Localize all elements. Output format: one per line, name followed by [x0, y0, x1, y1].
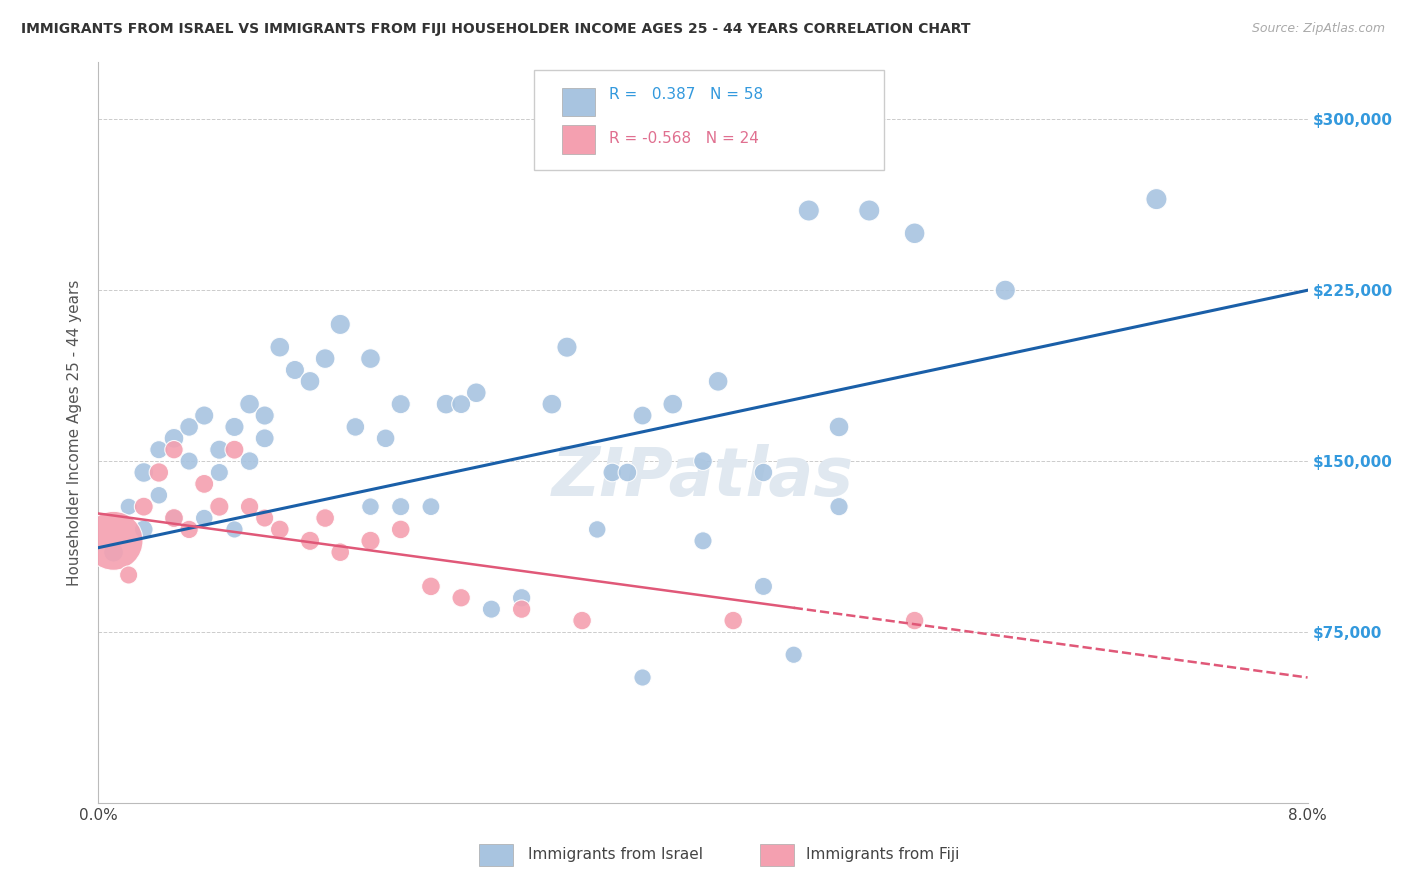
Text: ZIPatlas: ZIPatlas	[553, 444, 853, 510]
Point	[224, 523, 246, 537]
Point	[389, 500, 412, 514]
Text: IMMIGRANTS FROM ISRAEL VS IMMIGRANTS FROM FIJI HOUSEHOLDER INCOME AGES 25 - 44 Y: IMMIGRANTS FROM ISRAEL VS IMMIGRANTS FRO…	[21, 22, 970, 37]
Point	[239, 454, 262, 468]
Text: R = -0.568   N = 24: R = -0.568 N = 24	[609, 131, 759, 146]
Point	[118, 568, 141, 582]
Point	[163, 511, 186, 525]
Point	[389, 523, 412, 537]
FancyBboxPatch shape	[561, 126, 595, 153]
Point	[631, 671, 654, 685]
Point	[299, 375, 322, 389]
Point	[752, 466, 775, 480]
Text: Immigrants from Israel: Immigrants from Israel	[527, 847, 703, 863]
Point	[783, 648, 806, 662]
Point	[208, 442, 231, 457]
Point	[132, 500, 155, 514]
Point	[253, 431, 276, 445]
Point	[163, 511, 186, 525]
Point	[179, 420, 201, 434]
Text: R =   0.387   N = 58: R = 0.387 N = 58	[609, 87, 763, 102]
Point	[723, 614, 745, 628]
Point	[707, 375, 730, 389]
Point	[239, 500, 262, 514]
Point	[179, 454, 201, 468]
Point	[208, 466, 231, 480]
Y-axis label: Householder Income Ages 25 - 44 years: Householder Income Ages 25 - 44 years	[67, 279, 83, 586]
Point	[148, 442, 170, 457]
Point	[329, 545, 352, 559]
Point	[148, 488, 170, 502]
Point	[163, 431, 186, 445]
Point	[360, 500, 382, 514]
Point	[132, 466, 155, 480]
Point	[253, 511, 276, 525]
Point	[389, 397, 412, 411]
Point	[904, 614, 927, 628]
Text: Immigrants from Fiji: Immigrants from Fiji	[806, 847, 959, 863]
Point	[299, 533, 322, 548]
Point	[661, 397, 683, 411]
Point	[540, 397, 562, 411]
Text: Source: ZipAtlas.com: Source: ZipAtlas.com	[1251, 22, 1385, 36]
Point	[571, 614, 593, 628]
Point	[692, 533, 714, 548]
Point	[420, 500, 443, 514]
Point	[510, 591, 533, 605]
FancyBboxPatch shape	[479, 844, 513, 866]
Point	[450, 591, 472, 605]
Point	[284, 363, 307, 377]
Point	[994, 283, 1017, 297]
Point	[586, 523, 609, 537]
Point	[239, 397, 262, 411]
Point	[148, 466, 170, 480]
Point	[118, 500, 141, 514]
Point	[224, 420, 246, 434]
Point	[253, 409, 276, 423]
Point	[828, 500, 851, 514]
Point	[314, 351, 336, 366]
Point	[132, 523, 155, 537]
Point	[481, 602, 503, 616]
Point	[329, 318, 352, 332]
Point	[420, 579, 443, 593]
Point	[163, 442, 186, 457]
Point	[224, 442, 246, 457]
Point	[179, 523, 201, 537]
FancyBboxPatch shape	[534, 70, 884, 169]
Point	[858, 203, 880, 218]
Point	[602, 466, 624, 480]
FancyBboxPatch shape	[759, 844, 794, 866]
Point	[828, 420, 851, 434]
Point	[616, 466, 638, 480]
Point	[631, 409, 654, 423]
Point	[692, 454, 714, 468]
Point	[193, 476, 215, 491]
Point	[374, 431, 396, 445]
Point	[314, 511, 336, 525]
Point	[752, 579, 775, 593]
Point	[434, 397, 457, 411]
Point	[193, 511, 215, 525]
Point	[360, 351, 382, 366]
Point	[555, 340, 578, 354]
Point	[193, 409, 215, 423]
Point	[344, 420, 367, 434]
Point	[465, 385, 488, 400]
Point	[1146, 192, 1168, 206]
Point	[450, 397, 472, 411]
Point	[904, 227, 927, 241]
FancyBboxPatch shape	[561, 88, 595, 117]
Point	[269, 523, 291, 537]
Point	[103, 533, 125, 548]
Point	[797, 203, 820, 218]
Point	[269, 340, 291, 354]
Point	[208, 500, 231, 514]
Point	[103, 545, 125, 559]
Point	[360, 533, 382, 548]
Point	[510, 602, 533, 616]
